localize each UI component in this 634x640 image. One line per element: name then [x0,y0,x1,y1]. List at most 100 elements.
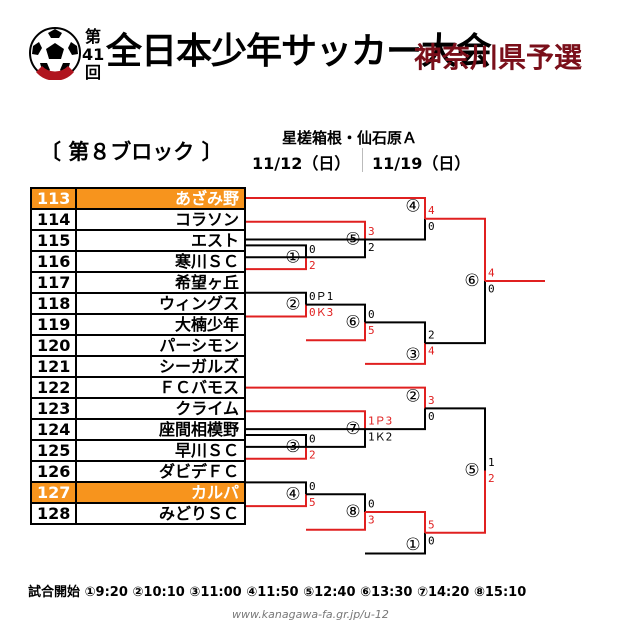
match-number: ③ [405,345,420,365]
match-number: ① [285,247,300,267]
bracket-line [246,197,426,219]
edition-suffix: 回 [84,63,101,82]
match-number: ⑤ [464,461,479,481]
bracket-line [306,493,366,513]
team-name: 座間相模野 [75,418,246,441]
kickoff-times: 試合開始 ①9:20 ②10:10 ③11:00 ④11:50 ⑤12:40 ⑥… [28,585,527,600]
team-row: 124 座間相模野 [29,418,246,441]
match-score-bottom: 0 [488,282,495,295]
match-score-top: 3 [428,394,435,407]
team-number: 114 [29,208,78,231]
team-name: みどりＳＣ [75,502,246,525]
match-score-bottom: 0 [428,220,435,233]
team-row: 126 ダビデＦＣ [29,460,246,483]
team-number: 126 [29,460,78,483]
team-row: 123 クライム [29,397,246,420]
date-day1: 11/12（日） [252,154,351,173]
team-number: 121 [29,355,78,378]
team-name: 寒川ＳＣ [75,250,246,273]
match-number: ① [405,535,420,555]
match-score-bottom: 0 [428,410,435,423]
match-number: ④ [405,197,420,217]
bracket-line [246,481,307,495]
match-score-top: 3 [368,225,375,238]
match-score-top: 0 [309,243,316,256]
edition-prefix: 第 [84,27,101,46]
match-score-top: 0Ｐ1 [309,290,333,303]
match-number: ⑦ [345,419,360,439]
team-name: ＦＣバモス [75,376,246,399]
bracket-line [246,386,426,409]
edition-number: 第 41 回 [82,28,104,82]
team-row: 127 カルパ [29,481,246,504]
match-score-top: 0 [309,480,316,493]
team-row: 121 シーガルズ [29,355,246,378]
date-day2: 11/19（日） [372,154,471,173]
soccer-ball-icon [29,27,81,80]
team-number: 117 [29,271,78,294]
team-number: 116 [29,250,78,273]
bracket-line [365,321,426,344]
match-number: ④ [285,484,300,504]
bracket-line [306,303,366,323]
source-url: www.kanagawa-fa.gr.jp/u-12 [232,608,389,621]
team-number: 128 [29,502,78,525]
bracket-line [425,280,486,345]
team-name: カルパ [75,481,246,504]
match-score-top: 2 [428,329,435,342]
bracket-line [425,407,486,471]
match-number: ⑥ [345,312,360,332]
team-name: クライム [75,397,246,420]
team-row: 116 寒川ＳＣ [29,250,246,273]
date-divider [362,148,363,172]
match-score-top: 4 [488,266,495,279]
match-score-bottom: 5 [309,496,316,509]
match-number: ③ [285,437,300,457]
team-name: 希望ヶ丘 [75,271,246,294]
bracket-lines [246,197,545,555]
team-row: 118 ウィングス [29,292,246,315]
match-score-top: 1 [488,456,495,469]
team-name: 大楠少年 [75,313,246,336]
team-number: 119 [29,313,78,336]
match-score-top: 1Ｐ3 [368,415,392,428]
match-score-top: 0 [309,432,316,445]
match-score-bottom: 2 [309,259,316,272]
match-score-top: 0 [368,308,375,321]
match-score-bottom: 4 [428,345,435,358]
team-row: 114 コラソン [29,208,246,231]
team-number: 118 [29,292,78,315]
match-number: ⑧ [345,502,360,522]
match-score-top: 4 [428,204,435,217]
team-name: ダビデＦＣ [75,460,246,483]
bracket-line [365,532,426,555]
match-number: ② [405,386,420,406]
match-number: ⑥ [464,271,479,291]
match-score-top: 5 [428,518,435,531]
team-row: 113 あざみ野 [29,187,246,210]
team-table: 113 あざみ野 114 コラソン 115 エスト 116 寒川ＳＣ 117 希望ヶ丘 118 ウィン… [29,187,246,525]
bracket-line [246,239,366,259]
team-number: 127 [29,481,78,504]
bracket-line [246,291,307,305]
team-row: 122 ＦＣバモス [29,376,246,399]
team-row: 120 パーシモン [29,334,246,357]
match-score-bottom: 3 [368,514,375,527]
team-row: 119 大楠少年 [29,313,246,336]
bracket-line [246,218,426,241]
team-number: 115 [29,229,78,252]
match-score-top: 0 [368,498,375,511]
region-title: 神奈川県予選 [414,41,583,74]
venue-label: 星槎箱根・仙石原Ａ [282,129,418,147]
team-name: シーガルズ [75,355,246,378]
team-row: 117 希望ヶ丘 [29,271,246,294]
match-score-bottom: 2 [488,472,495,485]
team-number: 125 [29,439,78,462]
match-number: ⑤ [345,229,360,249]
team-name: コラソン [75,208,246,231]
team-name: 早川ＳＣ [75,439,246,462]
tournament-title: 全日本少年サッカー大会 [106,31,492,72]
match-score-bottom: 2 [368,241,375,254]
